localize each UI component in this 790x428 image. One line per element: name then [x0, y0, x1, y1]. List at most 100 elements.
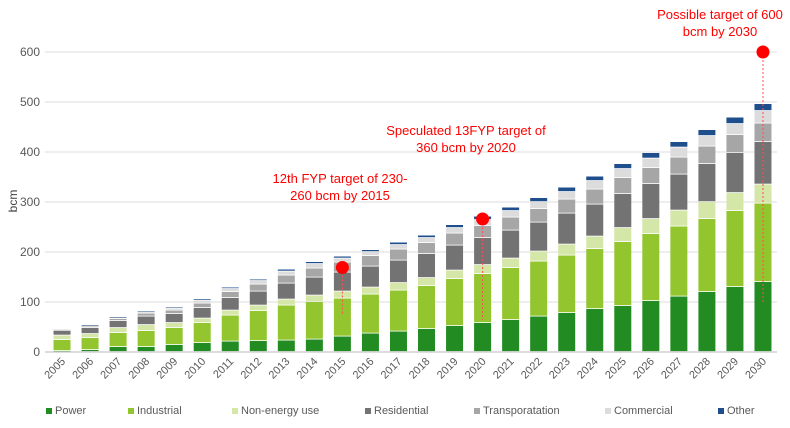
- bar-segment-transporatation: [698, 146, 716, 164]
- bar-segment-residential: [221, 298, 239, 310]
- legend-label: Residential: [374, 405, 429, 417]
- x-tick-label: 2014: [295, 356, 321, 382]
- bar-segment-non-energy-use: [614, 228, 632, 242]
- bar-stack-2017: [389, 242, 407, 352]
- bar-segment-power: [305, 339, 323, 352]
- bar-segment-other: [81, 325, 99, 326]
- x-tick-label: 2012: [239, 356, 265, 382]
- x-tick-label: 2026: [631, 356, 657, 382]
- annotation-2030: Possible target of 600 bcm by 2030: [657, 7, 783, 302]
- bar-stack-2010: [193, 299, 211, 352]
- bar-segment-commercial: [165, 308, 183, 310]
- bar-segment-transporatation: [586, 189, 604, 204]
- bar-segment-industrial: [249, 311, 267, 341]
- bar-segment-industrial: [698, 219, 716, 292]
- bar-segment-industrial: [418, 286, 436, 329]
- bar-segment-non-energy-use: [165, 323, 183, 328]
- legend-item-residential: Residential: [365, 405, 428, 417]
- bar-segment-other: [305, 262, 323, 264]
- bar-segment-power: [249, 341, 267, 352]
- bar-segment-industrial: [530, 261, 548, 316]
- bar-segment-power: [586, 309, 604, 352]
- bar-segment-commercial: [221, 289, 239, 292]
- bar-segment-non-energy-use: [670, 210, 688, 226]
- bar-segment-power: [614, 306, 632, 352]
- bar-segment-industrial: [277, 305, 295, 340]
- bar-segment-transporatation: [137, 313, 155, 316]
- bar-segment-power: [165, 345, 183, 352]
- bar-segment-other: [558, 187, 576, 192]
- y-tick-label: 200: [20, 245, 40, 259]
- x-tick-label: 2018: [407, 356, 433, 382]
- bar-segment-residential: [698, 164, 716, 202]
- bar-stack-2011: [221, 287, 239, 352]
- bar-segment-commercial: [418, 238, 436, 243]
- bar-segment-industrial: [137, 331, 155, 347]
- bar-segment-residential: [249, 291, 267, 305]
- x-tick-label: 2017: [379, 356, 405, 382]
- bar-segment-non-energy-use: [698, 202, 716, 219]
- x-tick-label: 2005: [42, 356, 68, 382]
- x-tick-label: 2030: [743, 356, 769, 382]
- bar-segment-non-energy-use: [333, 291, 351, 298]
- bar-segment-commercial: [81, 325, 99, 326]
- bar-segment-commercial: [249, 281, 267, 284]
- legend-label: Other: [727, 405, 755, 417]
- bar-segment-industrial: [558, 255, 576, 313]
- bar-segment-transporatation: [670, 157, 688, 174]
- bar-segment-non-energy-use: [361, 287, 379, 294]
- bar-segment-transporatation: [193, 303, 211, 308]
- bar-segment-industrial: [165, 328, 183, 345]
- x-tick-label: 2013: [267, 356, 293, 382]
- bar-segment-non-energy-use: [502, 258, 520, 268]
- target-marker: [756, 45, 770, 59]
- target-marker: [335, 261, 349, 274]
- bar-segment-non-energy-use: [446, 270, 464, 279]
- bar-segment-commercial: [558, 192, 576, 199]
- legend-label: Commercial: [614, 405, 673, 417]
- bar-segment-residential: [53, 331, 71, 335]
- y-axis-ticks: 0 100 200 300 400 500 600: [20, 45, 40, 359]
- bar-segment-residential: [137, 316, 155, 325]
- x-tick-label: 2024: [575, 356, 601, 382]
- bar-segment-transporatation: [221, 292, 239, 298]
- bar-segment-residential: [642, 184, 660, 219]
- bar-segment-commercial: [53, 329, 71, 330]
- x-tick-label: 2020: [463, 356, 489, 382]
- bar-segment-non-energy-use: [642, 219, 660, 234]
- bar-segment-transporatation: [249, 284, 267, 291]
- bar-segment-power: [333, 336, 351, 352]
- legend-label: Power: [55, 405, 87, 417]
- bar-segment-non-energy-use: [109, 328, 127, 333]
- annotation-text: Possible target of 600: [657, 7, 783, 22]
- x-tick-label: 2009: [154, 356, 180, 382]
- bar-segment-non-energy-use: [586, 236, 604, 249]
- bar-segment-power: [109, 347, 127, 352]
- bar-segment-commercial: [389, 245, 407, 249]
- bar-segment-residential: [81, 328, 99, 334]
- bar-segment-industrial: [614, 242, 632, 306]
- legend-swatch: [474, 408, 480, 414]
- annotation-text: Speculated 13FYP target of: [386, 123, 546, 138]
- bar-segment-industrial: [446, 279, 464, 326]
- bars: [53, 104, 772, 352]
- bar-segment-industrial: [305, 302, 323, 339]
- y-axis-label: bcm: [6, 190, 20, 213]
- bar-segment-residential: [361, 266, 379, 287]
- bar-segment-commercial: [642, 158, 660, 168]
- legend-swatch: [605, 408, 611, 414]
- bar-stack-2018: [418, 235, 436, 352]
- y-tick-label: 300: [20, 195, 40, 209]
- bar-stack-2012: [249, 279, 267, 352]
- x-tick-label: 2028: [687, 356, 713, 382]
- bar-stack-2009: [165, 307, 183, 352]
- bar-segment-non-energy-use: [305, 295, 323, 302]
- x-tick-label: 2010: [183, 356, 209, 382]
- legend-label: Non-energy use: [241, 405, 320, 417]
- bar-segment-power: [193, 343, 211, 352]
- bar-segment-other: [418, 235, 436, 238]
- bar-segment-non-energy-use: [53, 335, 71, 340]
- bar-segment-non-energy-use: [193, 318, 211, 323]
- x-tick-label: 2007: [98, 356, 124, 382]
- bar-segment-industrial: [109, 333, 127, 347]
